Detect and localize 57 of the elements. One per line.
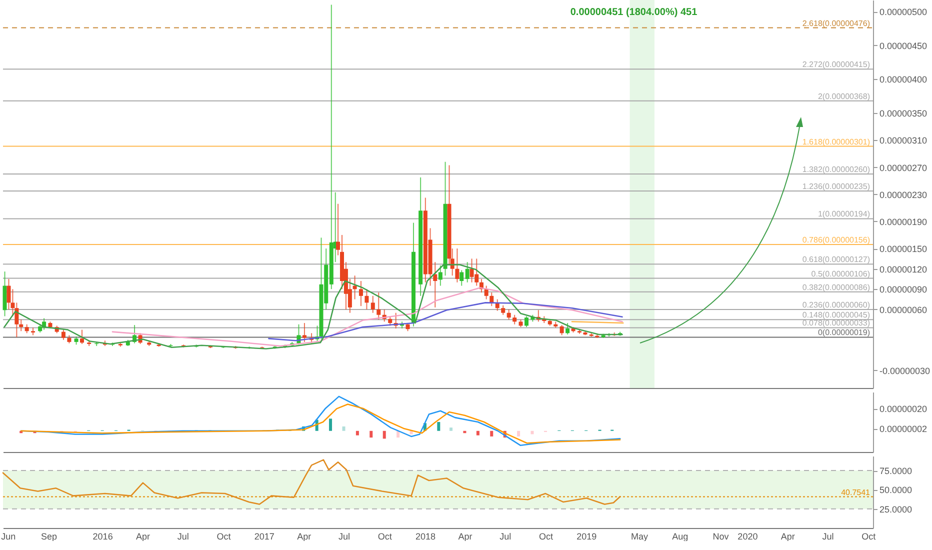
x-tick-label: Jul [500,532,512,542]
x-tick-label: 2020 [738,532,758,542]
y-tick-label: 50.0000 [880,485,912,496]
y-tick-label: 0.00000500 [880,7,928,18]
y-tick-label: 0.00000310 [880,136,928,146]
y-tick-label: 0.00000230 [880,190,928,200]
y-tick-label: 0.00000450 [880,40,928,51]
ref-line-label: 1.236(0.00000235) [802,182,870,191]
x-tick-label: Oct [862,532,876,542]
x-tick-label: Apr [297,532,312,542]
x-tick-label: Nov [712,532,730,542]
x-tick-label: 2018 [415,532,436,542]
ref-line-label: 2.272(0.00000415) [802,60,870,70]
ref-line-label: 40.7541 [841,488,871,497]
y-tick-label: 0.00000060 [880,304,928,315]
ref-line-label: 1(0.00000194) [818,210,870,219]
x-tick-label: 2016 [92,532,113,542]
x-tick-label: Jul [822,532,834,542]
y-tick-label: 75.0000 [880,466,912,476]
ref-line-label: 1.618(0.00000301) [802,137,870,146]
ref-line-label: 0.382(0.00000086) [802,282,870,292]
ref-line-label: 0.618(0.00000127) [802,255,870,264]
x-tick-label: May [631,532,649,542]
y-tick-label: 0.00000090 [880,284,928,295]
ref-line-label: 2.618(0.00000476) [802,18,870,28]
ref-line-label: 0.148(0.00000045) [802,310,870,320]
y-tick-label: 25.0000 [880,504,912,514]
ref-line-label: 0.786(0.00000156) [802,235,870,244]
x-tick-label: Apr [136,532,150,542]
y-tick-label: -0.00000030 [880,366,930,376]
x-tick-label: Oct [378,532,392,542]
x-tick-label: Oct [538,532,554,542]
ref-line-label: 0.078(0.00000033) [802,318,870,328]
y-tick-label: 0.00000350 [880,108,928,119]
y-tick-label: 0.00000120 [880,264,928,274]
x-tick-label: Jul [338,532,350,542]
y-tick-label: 0.00000270 [880,162,928,173]
ref-line-label: 0.5(0.00000106) [811,269,870,278]
ref-line-label: 0.236(0.00000060) [802,300,870,310]
x-tick-label: Oct [216,532,232,542]
x-tick-label: 2017 [254,532,274,542]
ref-line-label: 2(0.00000368) [818,92,870,101]
x-tick-label: Aug [672,532,688,542]
y-tick-label: 0.00000020 [880,404,928,414]
y-tick-label: 0.00000190 [880,216,928,227]
y-tick-label: 0.00000150 [880,244,928,254]
x-tick-label: Apr [780,532,795,542]
annotation: 0.00000451 (1804.00%) 451 [570,7,698,18]
x-tick-label: Apr [458,532,472,542]
ref-line-label: 1.382(0.00000260) [802,165,870,174]
x-tick-label: 2019 [576,532,597,542]
x-tick-label: Sep [40,532,57,542]
x-tick-label: Jul [177,532,189,542]
y-tick-label: 0.00000002 [880,424,928,434]
x-tick-label: Jun [1,532,16,542]
y-tick-label: 0.00000400 [880,74,928,85]
ref-line-label: 0(0.00000019) [818,328,870,338]
